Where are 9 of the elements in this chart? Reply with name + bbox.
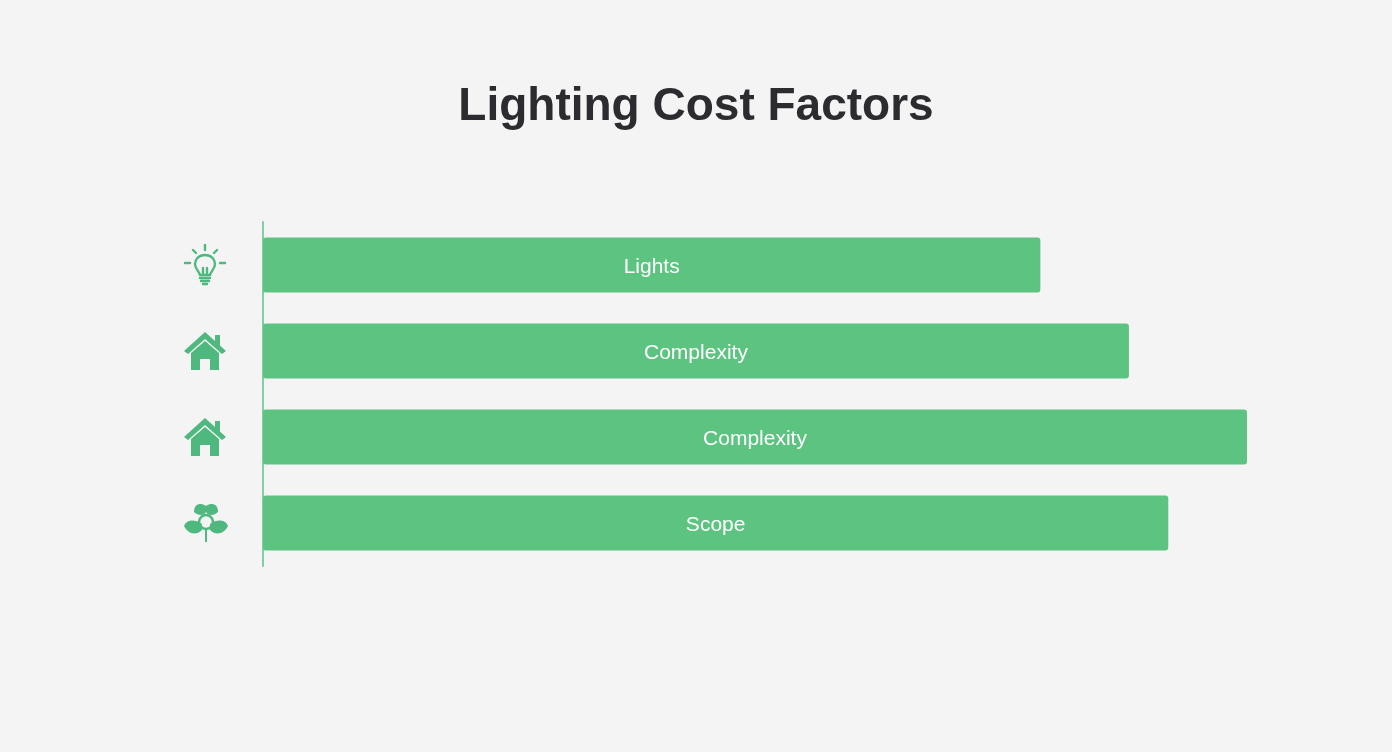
chart-title: Lighting Cost Factors (458, 78, 934, 130)
y-tick-label: Scope (685, 511, 746, 535)
y-tick-label: Complexity (644, 339, 749, 363)
bar (263, 237, 1041, 293)
bar (263, 323, 1129, 379)
bar (263, 409, 1247, 465)
y-tick-label: Lights (623, 253, 680, 277)
y-tick-label: Complexity (703, 425, 808, 449)
bar (263, 495, 1169, 551)
